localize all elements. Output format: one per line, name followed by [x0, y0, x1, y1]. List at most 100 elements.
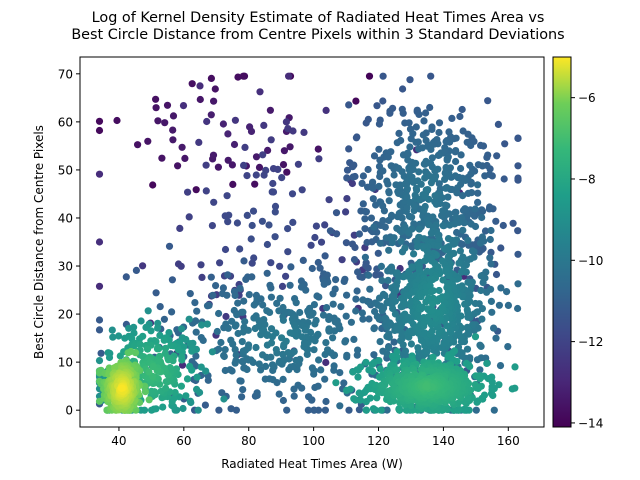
data-point: [404, 150, 412, 158]
data-point: [179, 404, 187, 413]
data-point: [487, 248, 495, 256]
data-point: [319, 311, 328, 319]
data-point: [322, 339, 330, 347]
data-point: [422, 136, 430, 145]
data-point: [193, 373, 201, 381]
data-point: [380, 207, 388, 215]
data-point: [219, 284, 227, 292]
data-point: [421, 174, 429, 182]
data-point: [403, 185, 411, 193]
data-point: [197, 363, 205, 371]
data-point: [401, 347, 410, 355]
data-point: [463, 323, 471, 331]
data-point: [474, 181, 482, 189]
data-point: [285, 72, 293, 80]
data-point: [269, 179, 277, 188]
data-point: [248, 221, 256, 230]
data-point: [345, 145, 353, 153]
data-point: [362, 259, 370, 267]
data-point: [95, 357, 104, 365]
data-point: [332, 209, 341, 217]
data-point: [147, 327, 155, 335]
data-point: [282, 118, 290, 126]
data-point: [463, 138, 471, 146]
data-point: [249, 207, 258, 215]
chart-title-line-1: Log of Kernel Density Estimate of Radiat…: [92, 10, 545, 26]
data-point: [405, 229, 413, 237]
data-point: [500, 175, 508, 183]
data-point: [221, 346, 229, 354]
data-point: [350, 256, 359, 264]
data-point: [375, 120, 383, 128]
data-point: [493, 152, 501, 160]
data-point: [376, 271, 384, 279]
data-point: [375, 315, 383, 323]
data-point: [165, 242, 174, 250]
data-point: [375, 145, 383, 153]
data-point: [381, 291, 389, 300]
data-point: [299, 256, 307, 264]
data-point: [376, 239, 384, 247]
data-point: [451, 172, 459, 180]
data-point: [369, 184, 377, 192]
data-point: [234, 299, 242, 307]
data-point: [220, 395, 228, 403]
data-point: [288, 190, 297, 198]
data-point: [429, 213, 437, 221]
data-point: [376, 172, 384, 181]
data-point: [122, 273, 130, 281]
data-point: [194, 406, 202, 414]
data-point: [304, 406, 312, 414]
data-point: [494, 120, 502, 128]
data-point: [352, 295, 360, 303]
data-point: [383, 406, 391, 414]
data-point: [156, 303, 164, 311]
data-point: [242, 275, 250, 283]
data-point: [477, 272, 485, 280]
data-point: [239, 308, 247, 316]
data-point: [292, 356, 300, 364]
data-point: [247, 356, 255, 364]
data-point: [286, 329, 294, 337]
data-point: [279, 375, 287, 383]
data-point: [149, 363, 157, 371]
data-point: [392, 287, 400, 295]
data-point: [366, 394, 374, 402]
data-point: [186, 290, 194, 298]
data-point: [393, 366, 401, 374]
data-point: [403, 204, 411, 212]
data-point: [209, 291, 217, 299]
data-point: [314, 382, 322, 390]
data-point: [308, 364, 316, 372]
data-point: [438, 303, 446, 311]
data-point: [476, 366, 484, 374]
data-point: [294, 381, 302, 389]
data-point: [385, 246, 393, 254]
data-point: [250, 301, 258, 309]
data-point: [427, 288, 435, 296]
data-point: [158, 154, 166, 162]
x-tick-label: 160: [497, 434, 520, 448]
data-point: [497, 244, 505, 252]
data-point: [217, 338, 225, 347]
data-point: [388, 239, 396, 247]
data-point: [221, 245, 230, 254]
data-point: [267, 293, 275, 301]
data-point: [257, 366, 265, 374]
data-point: [216, 259, 224, 267]
data-point: [213, 327, 221, 336]
data-point: [453, 357, 461, 365]
data-point: [396, 209, 405, 217]
data-point: [202, 187, 210, 195]
data-point: [147, 387, 155, 395]
data-point: [384, 153, 392, 161]
data-point: [136, 340, 144, 348]
data-point: [384, 276, 392, 284]
data-point: [385, 330, 393, 338]
data-point: [236, 245, 244, 253]
data-point: [358, 273, 366, 281]
data-point: [495, 301, 503, 309]
y-tick-label: 70: [58, 67, 73, 81]
data-point: [385, 197, 393, 205]
data-point: [347, 318, 355, 326]
